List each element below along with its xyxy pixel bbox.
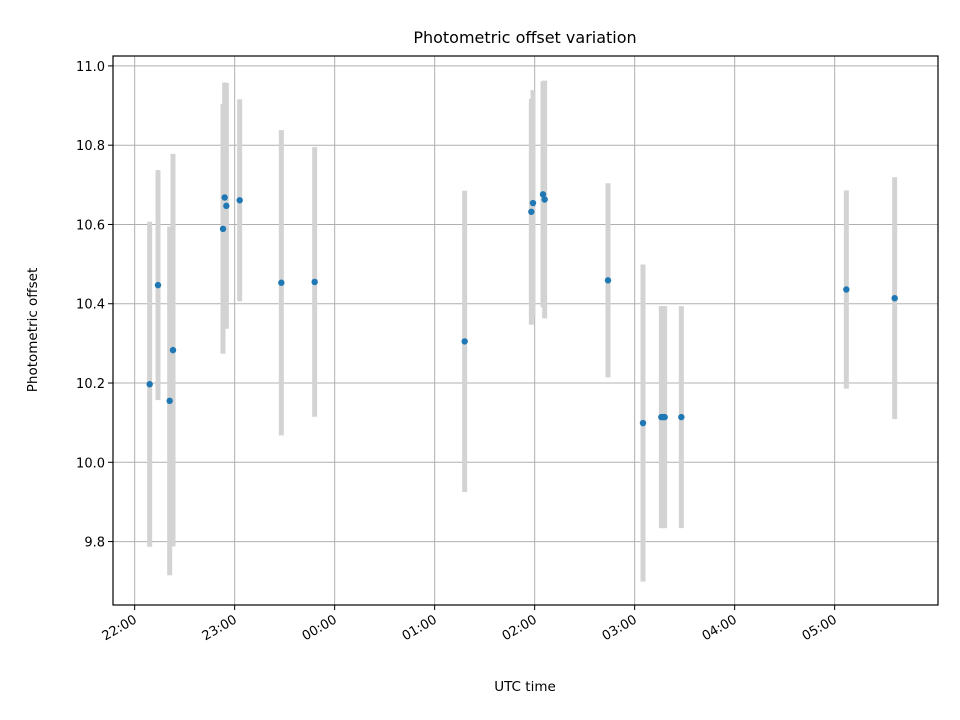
- y-axis-label: Photometric offset: [25, 268, 41, 392]
- grid: [113, 56, 938, 605]
- data-point: [604, 277, 612, 284]
- data-point: [223, 202, 230, 210]
- y-tick-label: 11.0: [76, 60, 105, 75]
- data-point: [539, 191, 547, 198]
- data-points: [146, 191, 898, 427]
- data-point: [221, 194, 228, 201]
- data-point: [311, 278, 318, 286]
- data-point: [891, 294, 898, 302]
- data-point: [843, 286, 850, 293]
- y-tick-label: 10.6: [76, 218, 105, 233]
- plot-frame: [112, 55, 939, 606]
- data-point: [529, 199, 537, 207]
- y-tick-label: 10.8: [76, 139, 105, 154]
- x-axis-label: UTC time: [494, 679, 556, 695]
- y-tick-label: 10.2: [76, 377, 105, 392]
- data-point: [639, 419, 647, 427]
- chart-title: Photometric offset variation: [413, 28, 636, 47]
- data-point: [541, 196, 548, 203]
- data-point: [169, 346, 177, 354]
- y-tick-label: 10.0: [76, 456, 105, 471]
- data-point: [528, 208, 535, 215]
- y-axis-ticks: 9.8 10.0 10.2 10.4 10.6 10.8 11.0: [76, 60, 113, 551]
- data-point: [154, 281, 162, 289]
- data-point: [661, 413, 668, 421]
- data-point: [166, 397, 173, 405]
- data-point: [678, 413, 685, 421]
- y-tick-label: 9.8: [84, 536, 105, 551]
- data-point: [236, 197, 243, 204]
- y-tick-label: 10.4: [76, 298, 105, 313]
- data-point: [461, 338, 468, 345]
- data-point: [146, 381, 153, 388]
- data-point: [219, 225, 227, 233]
- data-point: [278, 279, 285, 286]
